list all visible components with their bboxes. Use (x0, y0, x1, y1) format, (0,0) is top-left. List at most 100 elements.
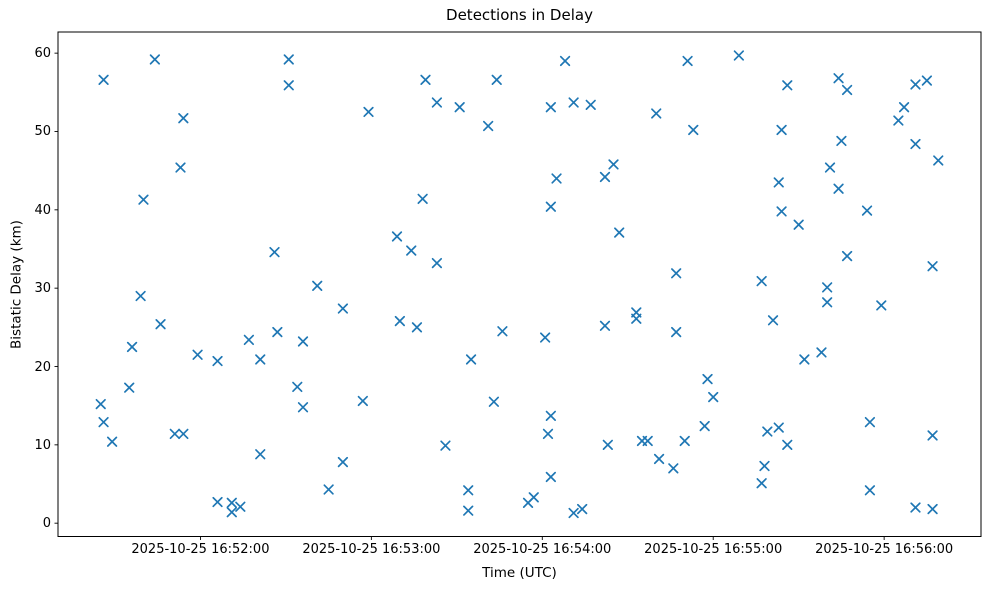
data-point-marker (126, 341, 138, 353)
data-point-marker (876, 300, 887, 311)
data-point-marker (599, 320, 611, 331)
data-point-marker (283, 54, 294, 65)
data-point-marker (631, 313, 642, 324)
data-point-marker (679, 435, 690, 447)
data-point-marker (545, 471, 556, 483)
data-point-marker (297, 402, 309, 413)
data-point-marker (756, 275, 767, 287)
data-point-marker (138, 194, 149, 205)
y-tick-label: 40 (34, 202, 51, 218)
data-point-marker (363, 106, 374, 118)
data-point-marker (668, 463, 679, 474)
data-point-marker (614, 227, 625, 238)
x-tick-label: 2025-10-25 16:55:00 (644, 542, 783, 557)
data-point-marker (653, 453, 665, 465)
data-point-marker (599, 171, 611, 183)
data-point-marker (776, 124, 787, 136)
data-point-marker (192, 349, 203, 360)
data-point-marker (255, 449, 266, 460)
data-point-marker (921, 75, 933, 86)
y-tick-label: 30 (34, 281, 51, 297)
data-point-marker (323, 484, 334, 495)
data-point-marker (861, 205, 873, 216)
data-point-marker (292, 381, 303, 393)
data-point-marker (545, 102, 556, 113)
data-point-marker (841, 84, 853, 96)
data-point-marker (568, 507, 579, 519)
data-point-marker (762, 426, 773, 437)
data-point-marker (608, 159, 619, 170)
data-point-marker (577, 503, 588, 515)
data-point-marker (431, 97, 443, 108)
data-point-marker (833, 183, 844, 194)
data-point-marker (391, 231, 403, 242)
data-point-marker (169, 428, 180, 440)
data-point-marker (283, 80, 294, 91)
plot-frame (57, 31, 982, 537)
data-point-marker (212, 355, 223, 367)
data-point-marker (465, 354, 477, 365)
data-point-marker (175, 162, 186, 173)
data-point-marker (568, 97, 579, 108)
data-point-marker (927, 430, 938, 441)
data-point-marker (272, 326, 283, 338)
data-point-marker (98, 74, 109, 85)
data-point-marker (927, 261, 938, 272)
data-point-marker (782, 80, 793, 91)
data-point-marker (155, 319, 166, 330)
data-point-marker (411, 322, 423, 333)
data-point-marker (337, 303, 349, 314)
data-point-marker (910, 138, 921, 150)
data-point-marker (671, 326, 682, 338)
data-point-marker (782, 439, 793, 450)
data-point-marker (178, 113, 189, 124)
data-point-marker (440, 440, 451, 451)
data-point-marker (799, 354, 810, 365)
data-point-marker (235, 501, 246, 512)
x-axis-label: Time (UTC) (482, 565, 557, 581)
x-tick-label: 2025-10-25 16:56:00 (815, 542, 954, 557)
data-point-marker (864, 485, 876, 496)
data-point-marker (491, 74, 502, 85)
data-point-marker (135, 290, 146, 302)
data-point-marker (671, 268, 682, 279)
data-point-marker (708, 391, 719, 403)
data-point-marker (559, 55, 571, 67)
data-point-marker (95, 398, 106, 410)
data-point-marker (312, 280, 323, 291)
data-point-marker (463, 485, 474, 496)
data-point-marker (688, 124, 699, 136)
data-point-marker (893, 115, 904, 126)
data-point-marker (682, 55, 693, 67)
chart-title: Detections in Delay (446, 6, 593, 24)
data-point-marker (642, 435, 653, 447)
data-point-marker (816, 347, 827, 358)
data-point-marker (767, 315, 779, 326)
data-point-marker (824, 162, 836, 173)
data-point-marker (833, 73, 844, 84)
data-point-marker (420, 74, 431, 85)
data-point-marker (463, 505, 474, 516)
data-point-marker (483, 120, 494, 132)
data-point-marker (585, 99, 596, 111)
data-point-marker (933, 155, 944, 166)
data-point-marker (545, 201, 556, 212)
data-point-marker (337, 456, 349, 468)
data-point-marker (864, 416, 876, 428)
data-point-marker (406, 245, 417, 256)
data-point-marker (773, 422, 784, 433)
data-point-marker (898, 102, 910, 113)
y-tick-label: 10 (34, 437, 51, 453)
data-point-marker (910, 502, 921, 513)
y-tick-label: 0 (42, 516, 51, 532)
data-point-marker (497, 326, 508, 337)
data-point-marker (357, 395, 368, 407)
y-tick-label: 20 (34, 359, 51, 375)
data-point-marker (927, 503, 938, 515)
data-point-marker (551, 173, 562, 184)
data-point-marker (602, 439, 613, 450)
data-point-marker (394, 315, 406, 327)
data-point-marker (651, 108, 662, 119)
data-point-marker (841, 250, 853, 262)
data-point-marker (212, 496, 223, 508)
